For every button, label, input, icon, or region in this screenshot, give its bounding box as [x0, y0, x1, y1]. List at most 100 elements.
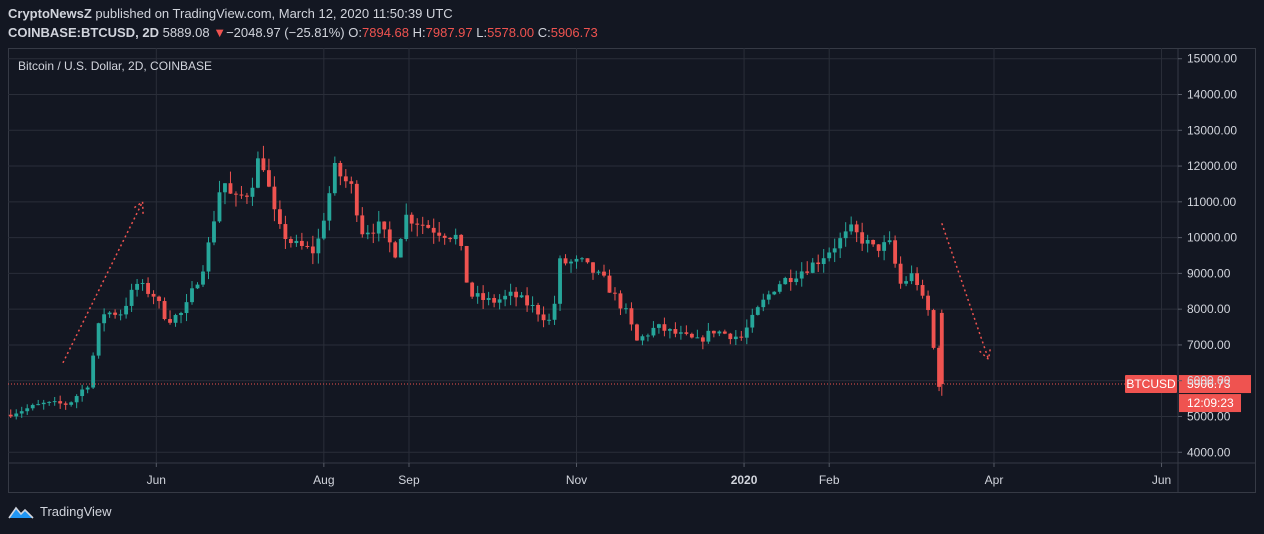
candle [173, 313, 178, 327]
candle [799, 262, 804, 287]
candle [266, 158, 271, 188]
candle-body [162, 301, 167, 320]
candle-body [239, 194, 244, 196]
candle-body [448, 237, 453, 240]
candle-body [437, 232, 442, 236]
candle [750, 308, 755, 333]
candle [184, 294, 189, 322]
candle [794, 270, 799, 286]
candle [706, 322, 711, 344]
candle [656, 323, 661, 334]
candle [162, 297, 167, 321]
candle [327, 186, 332, 231]
candle [431, 218, 436, 244]
candle-body [552, 303, 557, 320]
candle-body [937, 347, 941, 387]
tradingview-brand[interactable]: TradingView [8, 504, 112, 519]
candle [744, 319, 749, 345]
candle [19, 406, 24, 418]
candle [876, 244, 881, 258]
candle [354, 180, 359, 222]
candle [36, 399, 41, 406]
candle-body [415, 223, 420, 225]
candle [717, 330, 722, 337]
candle-body [662, 324, 667, 331]
candle [80, 384, 85, 402]
candle-body [36, 404, 41, 406]
candlestick-chart[interactable]: BTCUSD 5906.73 12:09:23 4000.00 5000.00 6000… [8, 48, 1256, 493]
candle-body [321, 220, 326, 239]
y-tick-label: 6000.00 [1187, 374, 1231, 388]
candle [420, 216, 425, 235]
candle [338, 160, 343, 186]
candle [365, 225, 370, 240]
candle [168, 310, 172, 325]
candle [854, 220, 859, 243]
candle [305, 241, 310, 249]
low-label: L: [476, 25, 488, 40]
x-tick-label: Aug [313, 473, 334, 487]
candle [299, 232, 304, 250]
trend-arrow-head [979, 347, 992, 361]
candle-body [277, 209, 282, 225]
candle [343, 169, 348, 188]
candle [398, 238, 403, 258]
candle [602, 264, 606, 278]
candle [552, 295, 557, 325]
candle [514, 287, 519, 307]
candle-body [140, 282, 145, 284]
candle-body [475, 293, 480, 297]
candle-body [157, 296, 161, 302]
candle-body [305, 245, 310, 247]
x-tick-label: Feb [819, 473, 840, 487]
candle-body [821, 258, 826, 265]
x-axis[interactable]: Jun Aug Sep Nov 2020 Feb Apr Jun [8, 462, 1256, 487]
candle [689, 332, 694, 339]
candle [30, 403, 35, 411]
candle [223, 183, 227, 205]
tradingview-logo-icon [8, 506, 34, 519]
countdown-tag-bg [1179, 394, 1241, 413]
candle [596, 269, 601, 275]
y-axis[interactable]: 4000.00 5000.00 6000.00 7000.00 8000.00 9000.… [1177, 48, 1237, 493]
candle-body [569, 261, 573, 264]
candle-body [541, 314, 546, 321]
candle [212, 210, 216, 246]
candle [591, 262, 595, 280]
candle-body [525, 295, 530, 306]
candle [558, 255, 562, 311]
open-value: 7894.68 [362, 25, 409, 40]
candle-body [453, 234, 458, 240]
candle-body [179, 313, 183, 316]
candle-body [629, 308, 634, 325]
candle-body [613, 292, 617, 294]
candle-body [777, 284, 782, 292]
price-tag-bg [1179, 375, 1251, 394]
candle [585, 258, 590, 264]
candle-body [371, 232, 376, 234]
annotations-layer [62, 200, 992, 364]
candle [574, 255, 579, 269]
candle [766, 290, 771, 305]
candle [722, 329, 727, 335]
y-tick-label: 14000.00 [1187, 88, 1237, 102]
candle-body [574, 258, 579, 262]
candle [52, 396, 57, 406]
candle [118, 309, 123, 321]
candle [41, 399, 46, 410]
candle-body [794, 278, 799, 283]
candle-body [898, 263, 903, 284]
candle [129, 283, 134, 312]
candle-body [96, 323, 101, 356]
candle [607, 269, 612, 293]
candle [673, 322, 678, 338]
candle [404, 203, 409, 242]
candle-body [74, 396, 79, 403]
candle-body [19, 411, 24, 414]
candle [695, 329, 700, 339]
candle-body [431, 227, 436, 233]
candle [684, 325, 689, 336]
candle-body [245, 195, 249, 197]
countdown-label: 12:09:23 [1187, 396, 1234, 410]
chart-container[interactable]: BTCUSD 5906.73 12:09:23 4000.00 5000.00 6000… [8, 48, 1256, 493]
